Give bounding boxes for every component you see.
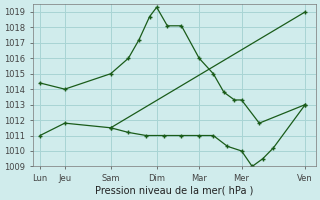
X-axis label: Pression niveau de la mer( hPa ): Pression niveau de la mer( hPa ) — [95, 186, 253, 196]
